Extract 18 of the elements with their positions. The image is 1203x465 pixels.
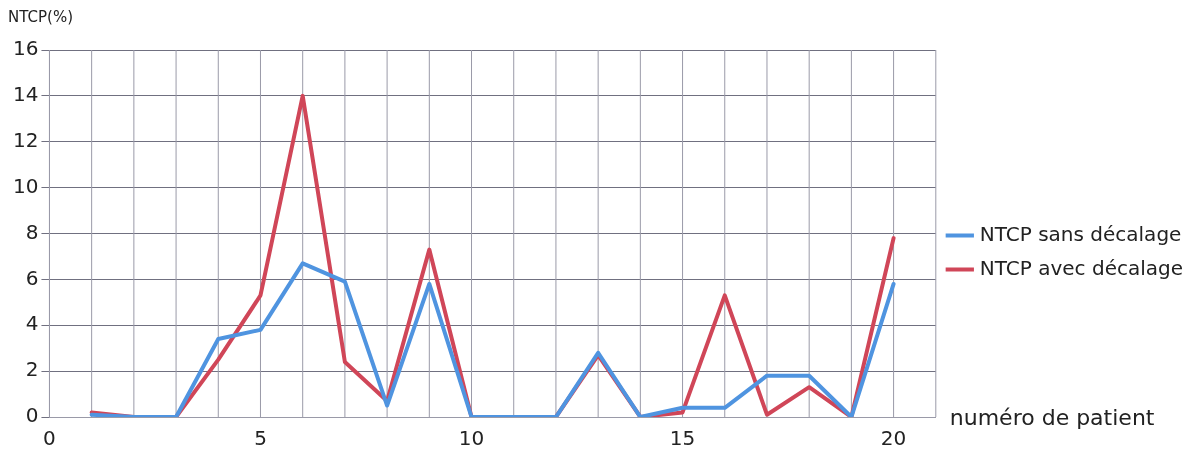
legend-label: NTCP sans décalage <box>979 221 1182 246</box>
legend-label: NTCP avec décalage <box>979 255 1183 280</box>
x-tick-label: 0 <box>43 426 56 451</box>
y-tick-label: 6 <box>25 265 39 290</box>
x-tick-label: 20 <box>880 426 907 451</box>
x-tick-label: 10 <box>458 426 485 451</box>
x-axis-title: numéro de patient <box>949 404 1155 430</box>
y-axis-title: NTCP(%) <box>8 7 73 26</box>
x-tick-label: 15 <box>669 426 696 451</box>
y-tick-label: 0 <box>25 403 39 428</box>
y-tick-label: 14 <box>13 82 39 107</box>
y-tick-label: 12 <box>13 127 39 152</box>
y-tick-label: 2 <box>25 357 39 382</box>
y-tick-label: 4 <box>25 311 39 336</box>
x-tick-label: 5 <box>254 426 267 451</box>
y-tick-label: 16 <box>13 36 39 61</box>
y-tick-label: 8 <box>25 219 39 244</box>
y-tick-label: 10 <box>13 173 39 198</box>
